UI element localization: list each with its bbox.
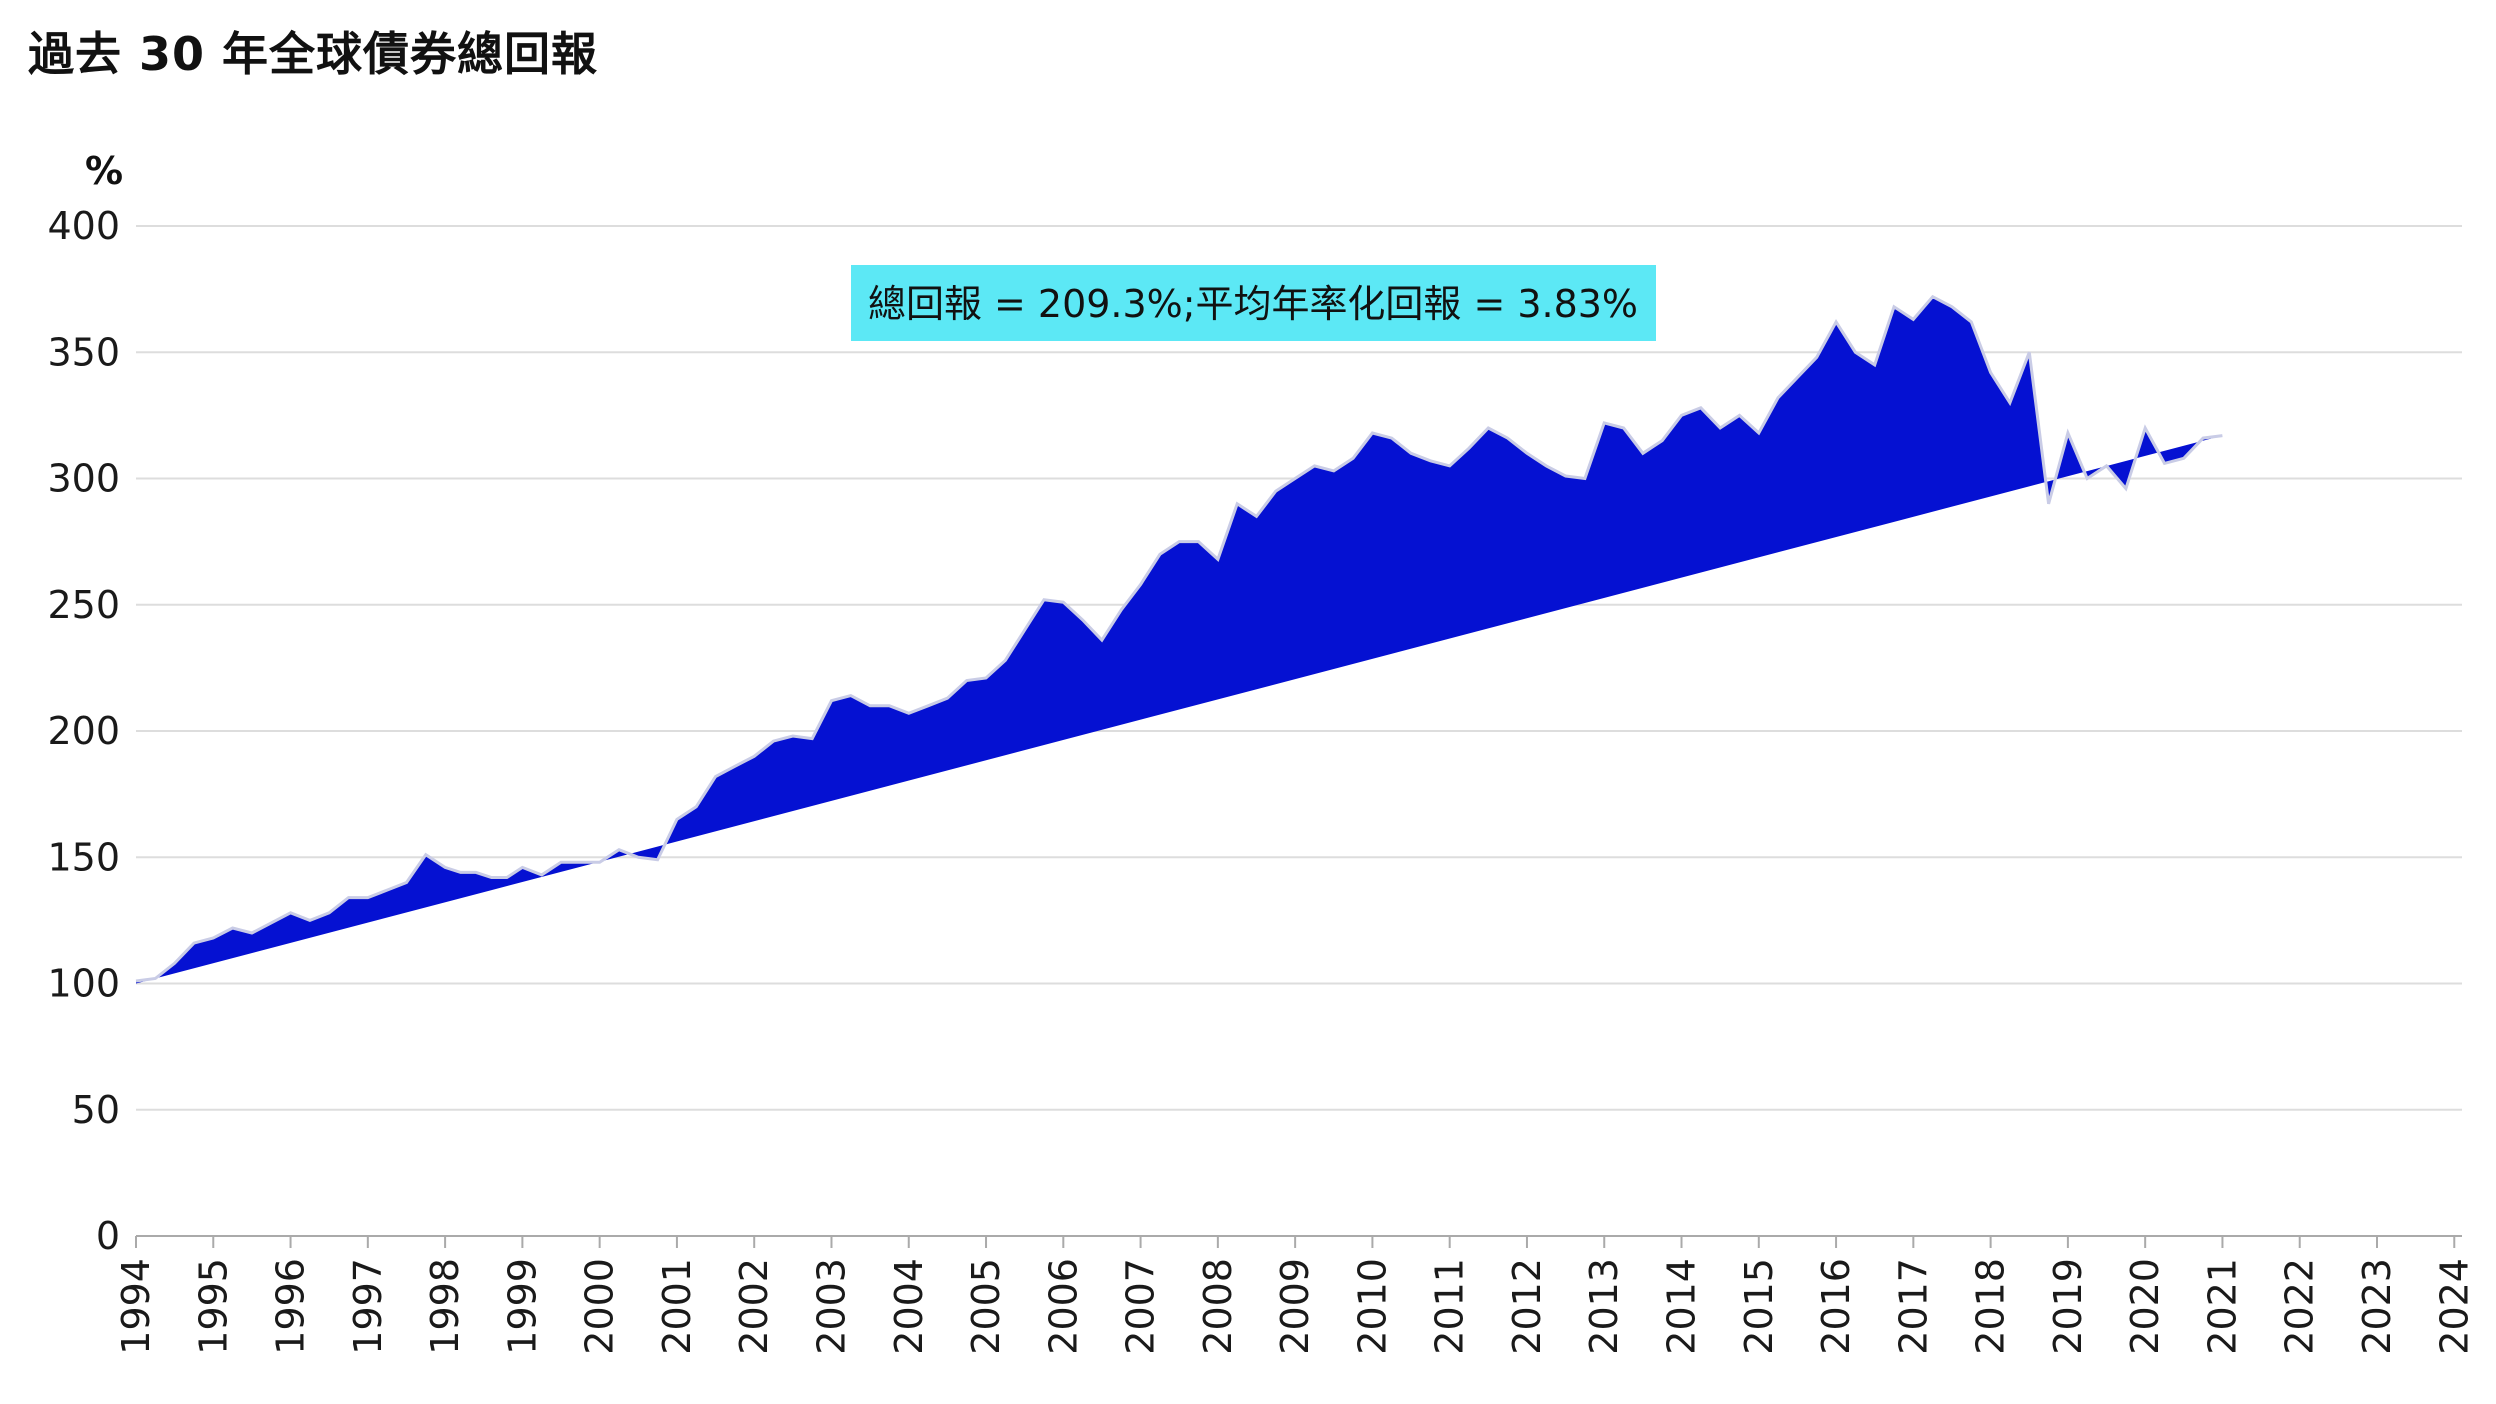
x-axis: 1994 1995 1996 1997 1998 1999 2000 2001 2002 2003… xyxy=(114,1235,2476,1355)
x-tick-label: 2016 xyxy=(1814,1258,1858,1355)
x-tick-label: 2017 xyxy=(1891,1258,1935,1355)
y-tick-label: 250 xyxy=(47,583,120,627)
annotation-text: 總回報 = 209.3%;平均年率化回報 = 3.83% xyxy=(868,282,1638,326)
x-tick-label: 2010 xyxy=(1350,1258,1394,1355)
x-tick-label: 1994 xyxy=(114,1258,158,1355)
x-tick-label: 1997 xyxy=(346,1258,390,1355)
x-tick-label: 2021 xyxy=(2200,1258,2244,1355)
y-tick-label: 50 xyxy=(72,1088,120,1132)
y-tick-label: 0 xyxy=(96,1214,120,1258)
area-series-fill xyxy=(136,296,2223,984)
x-tick-label: 2001 xyxy=(655,1258,699,1355)
y-unit-label: % xyxy=(85,149,123,193)
x-tick-label: 2012 xyxy=(1505,1258,1549,1355)
x-tick-label: 2000 xyxy=(578,1258,622,1355)
annotation-box: 總回報 = 209.3%;平均年率化回報 = 3.83% xyxy=(851,265,1656,341)
chart-title: 過去 30 年全球債券總回報 xyxy=(28,27,599,81)
x-tick-label: 2006 xyxy=(1041,1258,1085,1355)
y-axis: 0 50 100 150 200 250 300 350 400 xyxy=(47,204,120,1258)
x-tick-label: 2019 xyxy=(2046,1258,2090,1355)
x-tick-label: 2004 xyxy=(887,1258,931,1355)
x-tick-label: 2003 xyxy=(810,1258,854,1355)
x-tick-label: 1999 xyxy=(500,1258,544,1355)
y-tick-label: 350 xyxy=(47,330,120,374)
gridlines xyxy=(136,225,2462,1237)
x-tick-label: 2015 xyxy=(1737,1258,1781,1355)
x-tick-label: 2005 xyxy=(964,1258,1008,1355)
x-tick-label: 1996 xyxy=(269,1258,313,1355)
x-tick-label: 2011 xyxy=(1428,1258,1472,1355)
area-series xyxy=(135,294,2223,984)
x-tick-label: 2002 xyxy=(732,1258,776,1355)
x-tick-label: 2018 xyxy=(1969,1258,2013,1355)
y-tick-label: 150 xyxy=(47,835,120,879)
x-tick-label: 2007 xyxy=(1119,1258,1163,1355)
x-tick-label: 2020 xyxy=(2123,1258,2167,1355)
y-tick-label: 400 xyxy=(47,204,120,248)
x-tick-label: 2014 xyxy=(1660,1258,1704,1355)
x-tick-label: 2024 xyxy=(2432,1258,2476,1355)
x-tick-label: 2022 xyxy=(2278,1258,2322,1355)
x-tick-label: 2023 xyxy=(2355,1258,2399,1355)
x-tick-label: 2008 xyxy=(1196,1258,1240,1355)
y-tick-label: 100 xyxy=(47,962,120,1006)
area-series-outline xyxy=(135,294,2223,983)
y-tick-label: 300 xyxy=(47,457,120,501)
x-tick-label: 1995 xyxy=(191,1258,235,1355)
x-tick-label: 1998 xyxy=(423,1258,467,1355)
x-tick-label: 2009 xyxy=(1273,1258,1317,1355)
x-tick-label: 2013 xyxy=(1582,1258,1626,1355)
y-tick-label: 200 xyxy=(47,709,120,753)
annotation-background xyxy=(851,265,1656,341)
